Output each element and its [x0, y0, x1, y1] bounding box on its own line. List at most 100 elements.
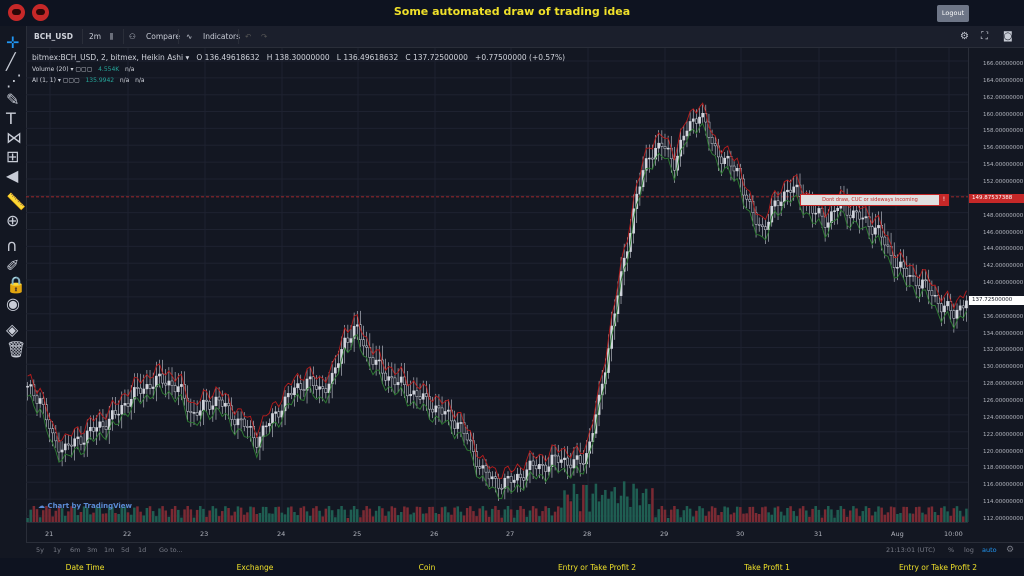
time-scale[interactable]: 21 22 23 24 25 26 27 28 29 30 31 Aug 10:00: [26, 522, 968, 543]
price-tick-label: 152.00000000: [983, 178, 1024, 185]
chart-toolbar: BCH_USD 2m ⫼ ⚇ Compare ∿ Indicators ↶ ↷ …: [26, 26, 1024, 48]
volume-name[interactable]: Volume (20): [32, 66, 69, 73]
auto-toggle[interactable]: auto: [982, 546, 997, 554]
candle-body: [578, 455, 582, 464]
magnet-icon[interactable]: ∩: [6, 236, 18, 255]
price-tick-label: 136.00000000: [983, 313, 1024, 320]
pattern-icon[interactable]: ⋈: [6, 128, 22, 147]
candle-body: [189, 411, 193, 413]
candle-body: [657, 142, 661, 149]
candle-body: [820, 208, 824, 217]
range-button[interactable]: 3m: [87, 546, 98, 554]
fullscreen-icon[interactable]: ⛶: [981, 31, 988, 42]
trend-line-icon[interactable]: ╱: [6, 52, 16, 71]
volume-bar: [594, 483, 598, 522]
range-button[interactable]: 1d: [138, 546, 147, 554]
volume-bar: [908, 513, 912, 522]
crosshair-icon[interactable]: ✛: [6, 33, 20, 52]
redo-icon[interactable]: ↷: [261, 32, 268, 41]
candle-body: [553, 454, 557, 457]
ruler-icon[interactable]: 📏: [6, 192, 26, 211]
volume-bar: [745, 513, 748, 522]
candle-body: [35, 395, 39, 404]
candle-body: [409, 394, 412, 397]
compare-icon[interactable]: ⚇: [129, 32, 136, 41]
tradingview-watermark[interactable]: ☁ Chart by TradingView: [38, 502, 133, 510]
candle-body: [239, 418, 243, 421]
volume-bar: [315, 506, 318, 522]
candle-body: [180, 384, 183, 387]
zoom-in-icon[interactable]: ⊕: [6, 211, 20, 230]
undo-icon[interactable]: ↶: [245, 32, 252, 41]
volume-bar: [610, 491, 613, 522]
ai-name[interactable]: AI (1, 1): [32, 77, 56, 84]
interval-button[interactable]: 2m: [89, 32, 102, 41]
chart-type-icon[interactable]: ⫼: [110, 32, 114, 41]
candle-body: [170, 380, 174, 386]
candle-body: [572, 459, 576, 469]
percent-toggle[interactable]: %: [948, 546, 955, 554]
volume-bar: [632, 483, 635, 522]
volume-bar: [962, 516, 965, 522]
price-tick-label: 146.00000000: [983, 229, 1024, 236]
volume-bar: [450, 514, 453, 522]
text-icon[interactable]: T: [6, 109, 16, 128]
volume-bar: [776, 506, 780, 522]
range-button[interactable]: 1m: [104, 546, 115, 554]
volume-bar: [770, 514, 774, 522]
eye-icon[interactable]: ◉: [6, 294, 20, 313]
pitchfork-icon[interactable]: ⋰: [6, 71, 22, 90]
candle-body: [735, 168, 739, 172]
time-tick-label: 29: [660, 530, 669, 538]
volume-na: n/a: [124, 66, 135, 73]
volume-bar: [98, 507, 102, 522]
symbol-search[interactable]: BCH_USD: [34, 32, 73, 41]
candle-body: [556, 455, 560, 463]
layers-icon[interactable]: ◈: [6, 320, 19, 339]
price-chart[interactable]: [26, 48, 968, 522]
volume-bar: [591, 493, 595, 522]
volume-bar: [933, 512, 937, 522]
brush-icon[interactable]: ✎: [6, 90, 20, 109]
compare-button[interactable]: Compare: [146, 32, 181, 41]
volume-bar: [114, 512, 117, 522]
volume-bar: [104, 513, 108, 522]
candle-body: [660, 142, 664, 147]
candle-body: [98, 421, 102, 428]
volume-bar: [845, 516, 849, 522]
volume-bar: [57, 506, 61, 522]
camera-icon[interactable]: ◙: [1003, 31, 1013, 42]
settings-gear-icon[interactable]: ⚙: [1006, 545, 1015, 555]
volume-bar: [801, 506, 805, 522]
volume-bar: [67, 511, 70, 522]
stay-drawing-icon[interactable]: ✐: [6, 256, 20, 275]
log-toggle[interactable]: log: [964, 546, 974, 554]
symbol-legend[interactable]: bitmex:BCH_USD, 2, bitmex, Heikin Ashi: [32, 53, 184, 62]
indicators-button[interactable]: Indicators: [203, 32, 241, 41]
volume-bar: [805, 510, 808, 522]
volume-bar: [569, 501, 573, 522]
idea-annotation[interactable]: Dont draw, CUC or sideways incoming: [800, 194, 940, 206]
range-button[interactable]: 5y: [36, 546, 44, 554]
range-button[interactable]: 1y: [53, 546, 61, 554]
volume-bar: [946, 511, 949, 522]
volume-bar: [500, 517, 503, 522]
goto-button[interactable]: Go to...: [159, 546, 183, 554]
annotation-alert-icon[interactable]: !: [939, 194, 949, 206]
trash-icon[interactable]: 🗑: [6, 340, 27, 359]
price-scale[interactable]: 166.00000000 164.00000000 162.00000000 160.…: [968, 48, 1024, 522]
indicators-icon[interactable]: ∿: [186, 32, 193, 41]
range-button[interactable]: 6m: [70, 546, 81, 554]
candle-body: [403, 376, 406, 386]
volume-bar: [469, 506, 472, 522]
logout-button[interactable]: Logout: [937, 5, 969, 22]
volume-bar: [38, 517, 42, 522]
volume-bar: [726, 507, 730, 522]
prediction-icon[interactable]: ⊞: [6, 147, 20, 166]
lock-icon[interactable]: 🔒: [6, 275, 26, 294]
volume-bar: [695, 510, 698, 522]
back-arrow-icon[interactable]: ◀: [6, 166, 19, 185]
candle-body: [836, 207, 840, 211]
range-button[interactable]: 5d: [121, 546, 130, 554]
settings-gear-icon[interactable]: ⚙: [960, 31, 969, 42]
